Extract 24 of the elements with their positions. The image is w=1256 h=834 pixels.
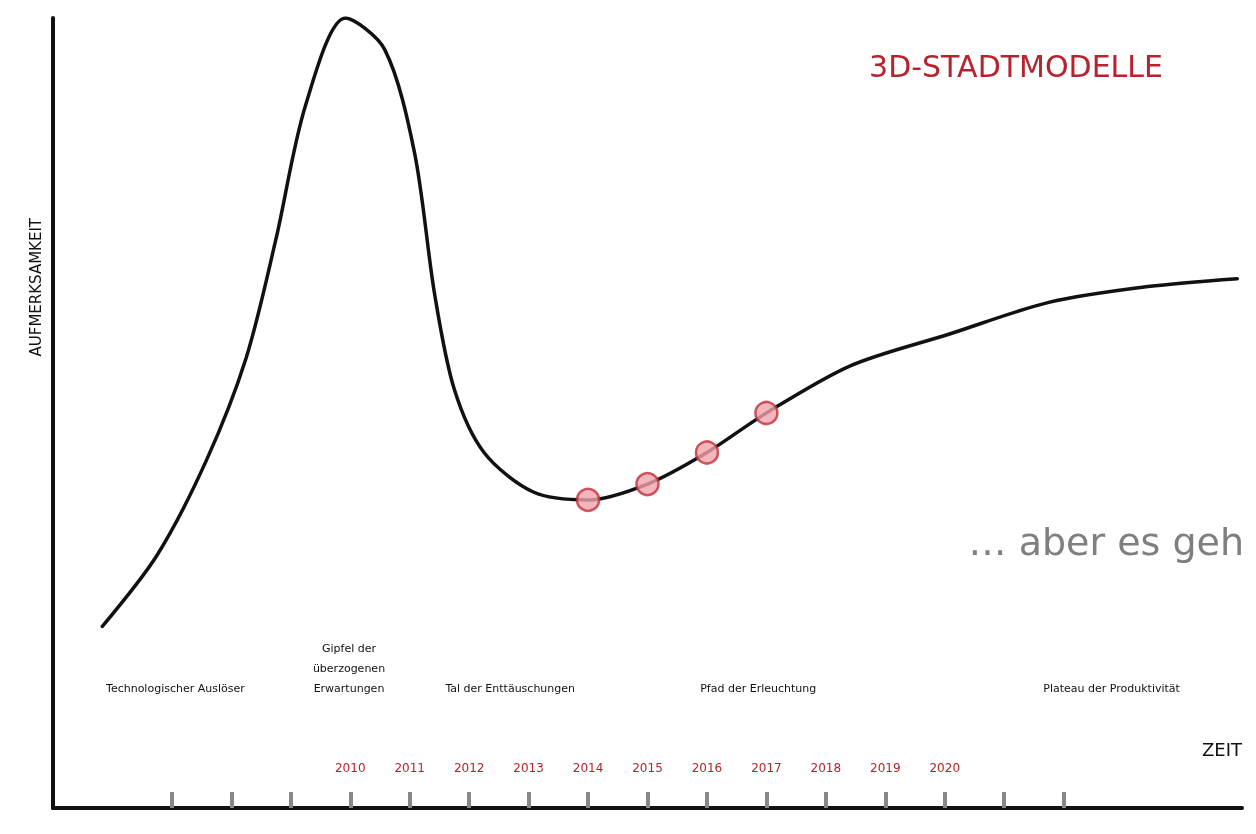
point: [754, 400, 779, 426]
x-tick-label: 2019: [870, 761, 901, 775]
x-tick-label: 2020: [929, 761, 961, 775]
text: 3D-STADTMODELLE: [869, 48, 1163, 84]
x-tick-label: 2011: [394, 761, 425, 775]
annotation: … aber es geh: [968, 520, 1245, 564]
x-tick-label: 2016: [691, 761, 723, 775]
x-tick-label: 2017: [751, 761, 782, 775]
x-axis-title: ZEIT: [1202, 738, 1244, 760]
y-axis-title: AUFMERKSAMKEIT: [26, 217, 45, 357]
x-tick-label: 2018: [810, 761, 842, 775]
point: [635, 471, 660, 497]
x-tick-label: 2012: [453, 761, 485, 775]
annotation: Plateau der Produktivität: [1043, 681, 1181, 695]
annotation: Gipfel der überzogenen Erwartungen: [312, 641, 386, 695]
x-tick-label: 2010: [334, 761, 366, 775]
annotation: Pfad der Erleuchtung: [700, 681, 817, 695]
annotation: Technologischer Auslöser: [105, 681, 246, 695]
x-tick-label: 2013: [513, 761, 544, 775]
point: [575, 487, 601, 513]
point: [694, 440, 720, 465]
annotation: Tal der Enttäuschungen: [444, 681, 576, 695]
x-tick-label: 2014: [572, 761, 604, 775]
x-tick-label: 2015: [632, 761, 663, 775]
